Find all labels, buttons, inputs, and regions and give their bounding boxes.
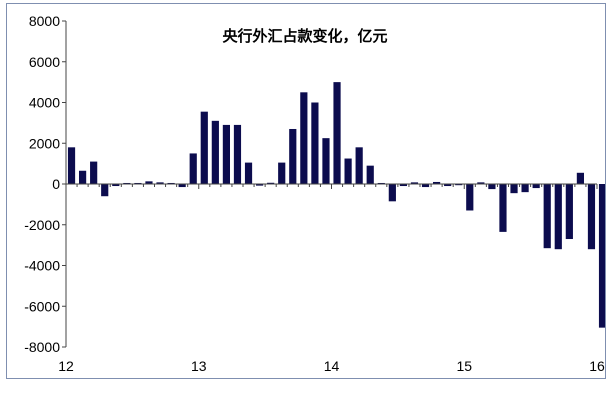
y-tick-label: 8000: [29, 13, 60, 29]
y-tick-label: -6000: [24, 298, 60, 314]
bar: [300, 92, 308, 184]
chart-title: 央行外汇占款变化，亿元: [222, 27, 387, 45]
bar: [255, 184, 264, 186]
y-axis: 8000 6000 4000 2000 0 -2000 -4000 -6000 -8000: [24, 13, 67, 355]
bar: [410, 182, 419, 184]
y-tick-label: 4000: [29, 95, 60, 111]
bar: [499, 184, 507, 232]
x-tick-label: 13: [191, 358, 207, 374]
bar: [444, 184, 452, 187]
chart-frame: 央行外汇占款变化，亿元 8000 6000 4000 2000 0 -2000 -4000 -…: [6, 3, 606, 379]
bar: [399, 184, 408, 187]
bar: [333, 82, 341, 184]
bar: [145, 181, 153, 184]
bar: [510, 184, 518, 194]
bar: [211, 120, 219, 184]
bar: [222, 124, 231, 184]
bar: [112, 184, 120, 187]
x-tick-label: 15: [456, 358, 472, 374]
bar: [532, 184, 540, 189]
bar: [189, 153, 197, 184]
bar: [366, 165, 374, 184]
bar: [565, 184, 573, 240]
bar: [355, 147, 363, 184]
bars: [67, 82, 605, 328]
bar: [477, 182, 485, 184]
bar: [233, 124, 242, 184]
bar: [576, 172, 585, 184]
y-tick-label: -4000: [24, 258, 60, 274]
y-tick-label: -2000: [24, 217, 60, 233]
y-tick-label: 6000: [29, 54, 60, 70]
chart-svg: 央行外汇占款变化，亿元 8000 6000 4000 2000 0 -2000 -4000 -…: [24, 13, 605, 374]
bar: [421, 184, 430, 188]
bar: [322, 138, 330, 184]
bar: [432, 181, 441, 184]
bar: [200, 111, 208, 184]
x-tick-label: 12: [58, 358, 74, 374]
y-tick-label: 2000: [29, 135, 60, 151]
bar: [598, 184, 605, 328]
bar: [178, 184, 186, 188]
bar: [101, 184, 109, 197]
bar: [289, 128, 297, 184]
x-tick-label: 16: [589, 358, 605, 374]
bar: [388, 184, 396, 202]
bar: [543, 184, 551, 249]
bar: [344, 158, 352, 184]
x-tick-label: 14: [324, 358, 340, 374]
bar: [267, 182, 275, 184]
bar: [67, 147, 76, 184]
bar: [78, 170, 87, 184]
bar: [587, 184, 596, 250]
bar: [156, 182, 164, 184]
bar: [521, 184, 529, 193]
bar: [244, 162, 253, 184]
bar: [488, 184, 496, 190]
y-tick-label: -8000: [24, 339, 60, 355]
bar: [90, 161, 98, 184]
bar: [554, 184, 562, 250]
y-tick-label: 0: [52, 176, 60, 192]
bar: [455, 184, 463, 186]
bar: [311, 102, 319, 184]
bar: [466, 184, 474, 211]
bar: [278, 162, 286, 184]
x-axis: 12 13 14 15 16: [58, 183, 605, 374]
